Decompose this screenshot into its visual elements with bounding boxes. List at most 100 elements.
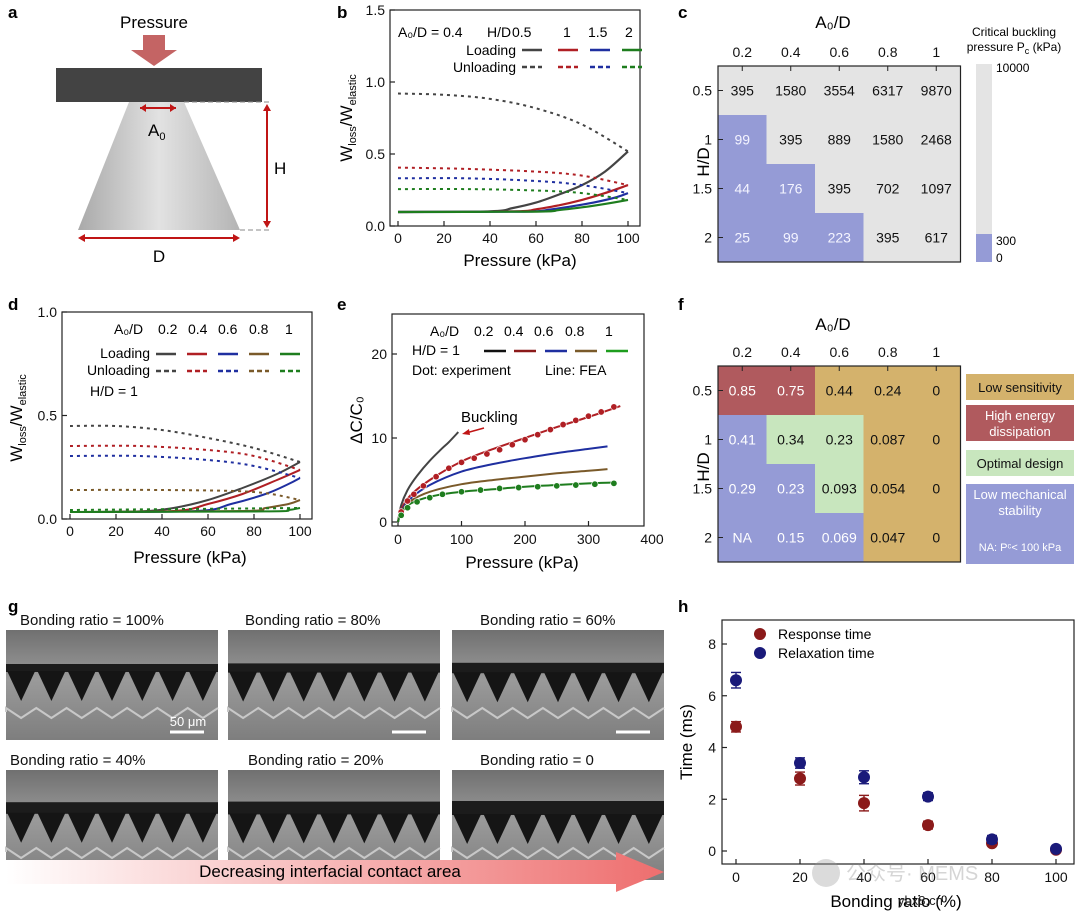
legend-loading-d: Loading bbox=[100, 345, 150, 361]
h-xtick-label-0: 0 bbox=[732, 869, 740, 885]
f-cell-label-2-4: 0 bbox=[932, 481, 940, 497]
d-series-2 bbox=[69, 477, 301, 513]
f-cell-1-3 bbox=[863, 415, 913, 465]
e-point-6-6 bbox=[477, 486, 485, 494]
f-cell-label-3-3: 0.047 bbox=[870, 530, 905, 546]
legend-marker-relaxation bbox=[754, 647, 766, 659]
c-col-label-2: 0.6 bbox=[830, 44, 850, 60]
c-cell-3-1 bbox=[766, 213, 816, 263]
plot-frame-h bbox=[721, 619, 1075, 865]
legend-a0d-b: A₀/D = 0.4 bbox=[398, 24, 463, 40]
e-xtick-label-1: 100 bbox=[450, 531, 474, 547]
plot-frame-e bbox=[391, 313, 645, 527]
h-xtick-label-4: 80 bbox=[984, 869, 1000, 885]
sem-pyramid-4-3 bbox=[320, 813, 348, 844]
panel-letter-f: f bbox=[678, 295, 684, 314]
c-cell-2-4 bbox=[912, 164, 961, 214]
f-y-title: H/D bbox=[694, 452, 713, 481]
legend-val-d-3: 0.8 bbox=[249, 321, 269, 337]
f-cell-0-4 bbox=[912, 366, 961, 416]
f-cell-label-1-1: 0.34 bbox=[777, 432, 804, 448]
c-cell-1-4 bbox=[912, 115, 961, 165]
c-cell-label-3-3: 395 bbox=[876, 230, 900, 246]
sem-pyramid-4-6 bbox=[410, 813, 439, 844]
panel-e: e 0 100 200 300 400 0 10 20 ΔC/C₀ Pressure (kPa… bbox=[337, 295, 664, 572]
compression-plate bbox=[56, 68, 262, 102]
sem-gap-3 bbox=[6, 802, 218, 814]
legend-val-e-4: 1 bbox=[605, 323, 613, 339]
f-cell-label-0-0: 0.85 bbox=[729, 383, 756, 399]
e-point-6-2 bbox=[413, 498, 421, 506]
f-legend-label-1-1: dissipation bbox=[989, 424, 1050, 439]
f-cell-label-1-3: 0.087 bbox=[870, 432, 905, 448]
panel-b: b 0 20 40 60 80 100 0.0 0.5 1.0 1.5 Wloss/Welasti… bbox=[337, 2, 642, 270]
sem-pyramid-0-4 bbox=[128, 671, 157, 701]
e-point-5-3 bbox=[419, 482, 427, 490]
f-cell-3-3 bbox=[863, 513, 913, 563]
panel-letter-e: e bbox=[337, 295, 346, 314]
h-xtick-label-3: 60 bbox=[920, 869, 936, 885]
f-legend-box-2 bbox=[966, 450, 1074, 476]
sem-gap-4 bbox=[228, 801, 440, 815]
f-cell-label-1-4: 0 bbox=[932, 432, 940, 448]
legend-hd-d: H/D = 1 bbox=[90, 383, 138, 399]
f-row-label-1: 1 bbox=[704, 432, 712, 448]
legend-line-e: Line: FEA bbox=[545, 362, 607, 378]
sem-image-2 bbox=[451, 630, 665, 740]
c-cell-label-0-1: 1580 bbox=[775, 83, 806, 99]
sem-pyramid-2-6 bbox=[634, 672, 663, 703]
sem-pyramid-3-1 bbox=[37, 812, 66, 843]
xlabel-b: Pressure (kPa) bbox=[463, 251, 576, 270]
e-xtick-label-4: 400 bbox=[640, 531, 664, 547]
sem-pyramid-0-3 bbox=[98, 671, 126, 701]
sem-pyramid-1-1 bbox=[259, 671, 288, 702]
h-xtick-label-2: 40 bbox=[856, 869, 872, 885]
d-series-8 bbox=[69, 488, 301, 501]
sem-pyramid-2-2 bbox=[513, 672, 542, 703]
f-row-label-3: 2 bbox=[704, 530, 712, 546]
h-ytick-label-0: 0 bbox=[708, 843, 716, 859]
d-xtick-label-2: 40 bbox=[154, 523, 170, 539]
f-cell-0-3 bbox=[863, 366, 913, 416]
e-point-6-13 bbox=[610, 479, 618, 487]
c-cell-label-3-4: 617 bbox=[925, 230, 949, 246]
f-cell-0-0 bbox=[718, 366, 767, 416]
sem-pyramid-4-0 bbox=[229, 813, 258, 844]
sem-pyramid-0-1 bbox=[37, 671, 66, 701]
f-col-label-1: 0.4 bbox=[781, 344, 801, 360]
b-series-5 bbox=[397, 166, 629, 187]
heatmap-f: 0.85 0.75 0.44 0.24 00.41 0.34 0.23 0.087 00.29 0… bbox=[693, 344, 962, 563]
panel-c: c A₀/D H/D 395 1580 3554 6317 9870 99 395 889 15… bbox=[678, 3, 1061, 265]
panel-f: f A₀/D H/D 0.85 0.75 0.44 0.24 00.41 0.34 0.23… bbox=[678, 295, 1074, 564]
legend-val-d-2: 0.6 bbox=[218, 321, 238, 337]
c-row-label-1: 1 bbox=[704, 132, 712, 148]
colorbar-tick-max: 10000 bbox=[996, 61, 1030, 75]
e-point-6-7 bbox=[496, 484, 504, 492]
c-cell-3-0 bbox=[718, 213, 767, 263]
scale-bar-label: 50 μm bbox=[170, 714, 206, 729]
b-xtick-label-2: 40 bbox=[482, 230, 498, 246]
h-point-1-0 bbox=[730, 674, 742, 687]
ylabel-b: Wloss/Welastic bbox=[337, 74, 359, 162]
sem-pyramid-4-1 bbox=[259, 813, 288, 844]
sem-pyramid-2-3 bbox=[544, 672, 572, 703]
legend-val-d-1: 0.4 bbox=[188, 321, 208, 337]
f-col-label-0: 0.2 bbox=[733, 344, 753, 360]
legend-val-b-2: 1.5 bbox=[588, 24, 608, 40]
e-point-5-12 bbox=[534, 431, 542, 439]
d-xtick-label-1: 20 bbox=[108, 523, 124, 539]
series-e bbox=[397, 403, 621, 523]
f-legend-label-3-0: Low mechanical bbox=[973, 487, 1066, 502]
e-point-5-14 bbox=[559, 421, 567, 429]
e-point-5-15 bbox=[572, 416, 580, 424]
f-cell-label-3-4: 0 bbox=[932, 530, 940, 546]
sem-gap-1 bbox=[228, 663, 440, 673]
f-cell-2-4 bbox=[912, 464, 961, 514]
sem-pyramid-5-1 bbox=[483, 814, 512, 844]
axes-e: 0 100 200 300 400 0 10 20 bbox=[371, 346, 663, 547]
panel-h: h 0 20 40 60 80 100 0 2 4 6 8 Time (ms) Bonding ra… bbox=[677, 597, 1075, 911]
h-label: H bbox=[274, 159, 286, 178]
f-cell-label-0-4: 0 bbox=[932, 383, 940, 399]
h-xtick-label-1: 20 bbox=[792, 869, 808, 885]
f-cell-0-2 bbox=[815, 366, 864, 416]
